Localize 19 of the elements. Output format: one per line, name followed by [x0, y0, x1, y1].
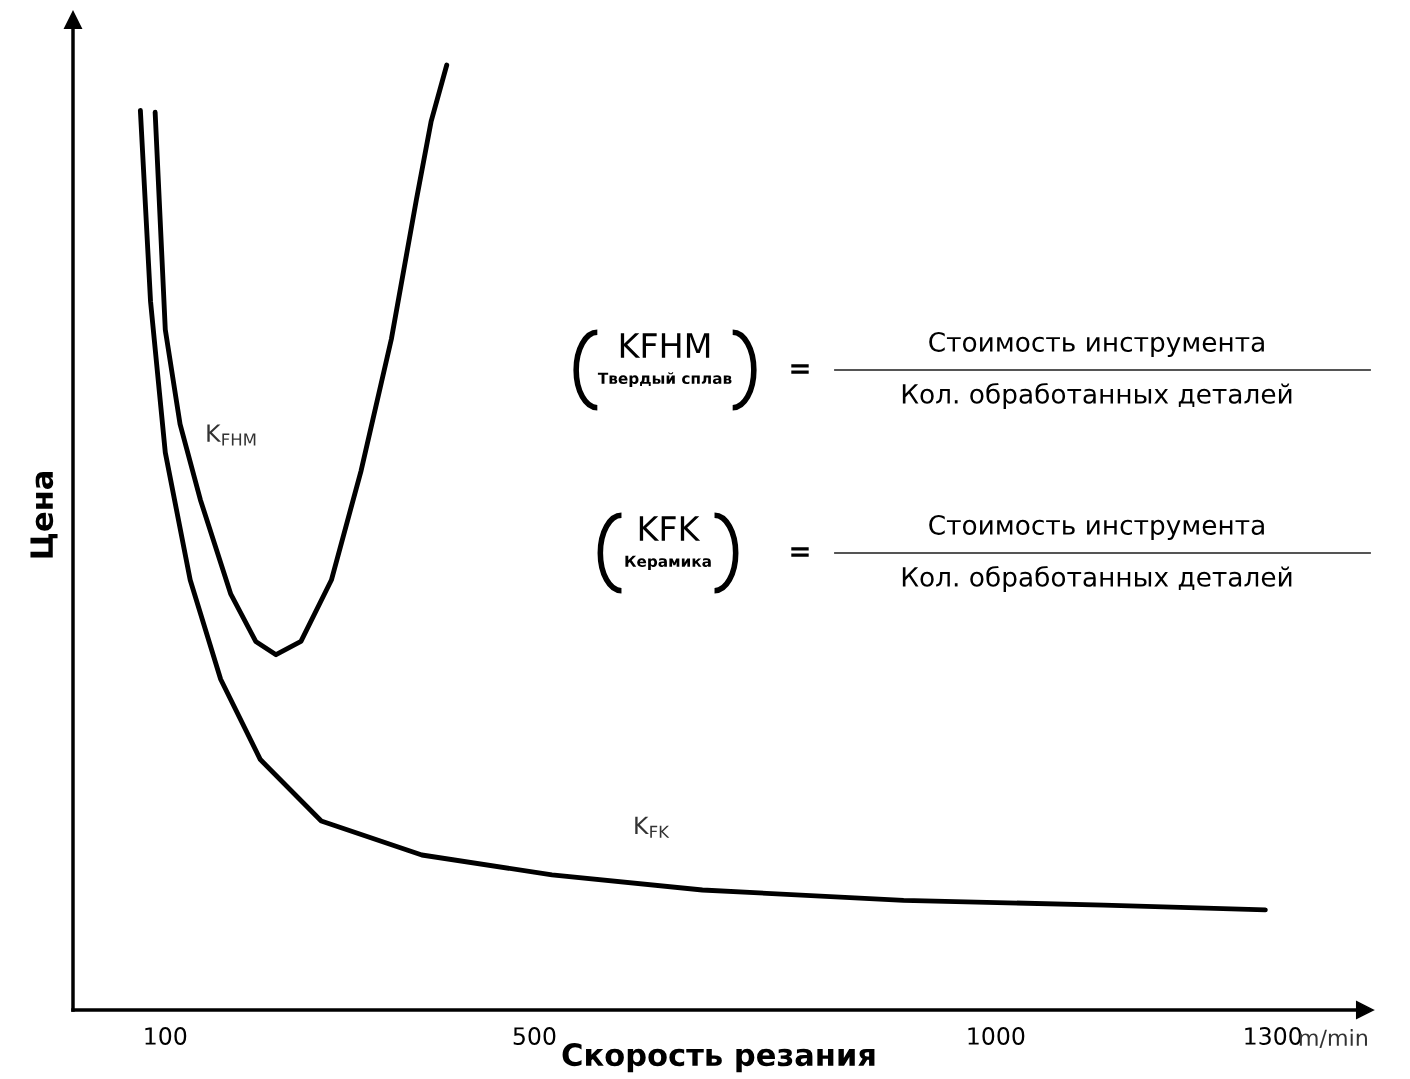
x-tick-label: 100 [145, 1027, 187, 1045]
annotation: Стоимость инструмента [929, 331, 1264, 358]
x-tick-label: 1000 [968, 1027, 1025, 1045]
annotation: Твердый сплав [597, 372, 732, 388]
text: m/min [1299, 1028, 1367, 1048]
x-axis-title: Скорость резания [562, 1043, 875, 1073]
y-axis-title: Цена [30, 472, 58, 558]
x-tick-label: 500 [513, 1027, 556, 1045]
annotation: = [791, 364, 809, 374]
annotation: = [791, 547, 809, 557]
annotation: KFK [639, 516, 701, 541]
series-label: K$_{FHM}$ [207, 424, 256, 446]
annotation: Стоимость инструмента [929, 514, 1264, 541]
x-tick-label: 1300 [1245, 1027, 1302, 1045]
series-label: K$_{FK}$ [635, 816, 670, 838]
annotation: Керамика [625, 555, 711, 570]
annotation: KFHM [620, 333, 710, 358]
annotation: Кол. обработанных деталей [902, 382, 1292, 409]
annotation: Кол. обработанных деталей [902, 565, 1292, 592]
